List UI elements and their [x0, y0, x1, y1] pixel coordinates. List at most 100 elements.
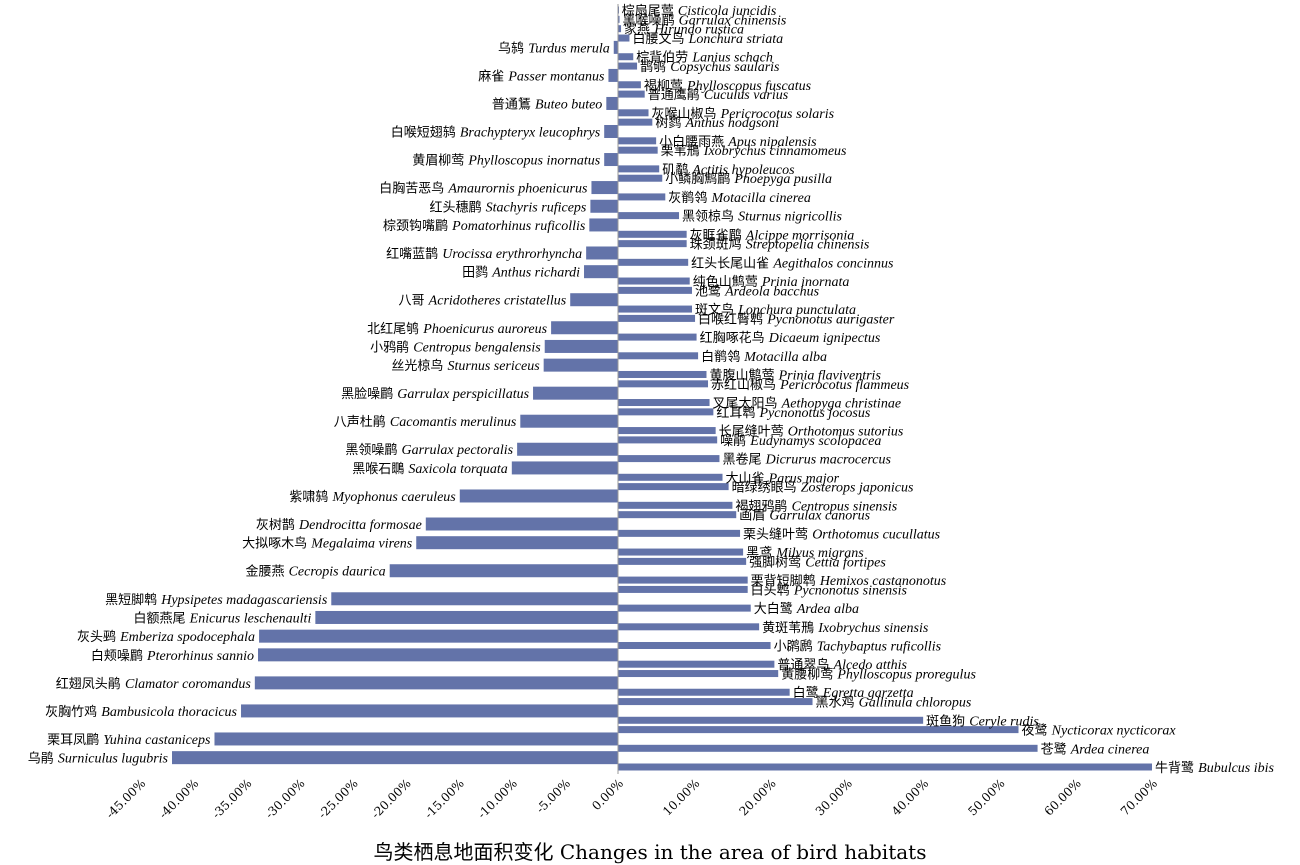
- bar-label: 白额燕尾 Enicurus leschenaulti: [134, 610, 312, 626]
- bar-actitis-hypoleucos: [618, 165, 660, 173]
- bar-label: 栗苇鳽 Ixobrychus cinnamomeus: [661, 144, 847, 159]
- bar-parus-major: [618, 473, 723, 481]
- bar-label: 噪鹃 Eudynamys scolopacea: [720, 433, 881, 449]
- bar-brachypteryx-leucophrys: [604, 124, 618, 138]
- bar-label: 黑水鸡 Gallinula chloropus: [816, 695, 972, 711]
- bar-label: 棕颈钩嘴鹛 Pomatorhinus ruficollis: [383, 218, 586, 234]
- bar-label: 红嘴蓝鹊 Urocissa erythrorhyncha: [386, 246, 582, 262]
- bar-garrulax-perspicillatus: [533, 386, 618, 400]
- bar-label: 树鹨 Anthus hodgsoni: [655, 116, 779, 131]
- bar-pnoepyga-pusilla: [618, 174, 663, 182]
- bar-label: 长尾缝叶莺 Orthotomus sutorius: [719, 425, 904, 440]
- bar-label: 斑文鸟 Lonchura punctulata: [695, 302, 856, 318]
- x-tick-label: -10.00%: [475, 776, 520, 821]
- bar-label: 灰胸竹鸡 Bambusicola thoracicus: [45, 704, 237, 720]
- x-tick-label: -25.00%: [316, 776, 361, 821]
- bar-label: 池鹭 Ardeola bacchus: [695, 283, 820, 299]
- bar-pterorhinus-sannio: [258, 648, 618, 662]
- bar-label: 黑卷尾 Dicrurus macrocercus: [722, 452, 891, 468]
- bar-nycticorax-nycticorax: [618, 726, 1019, 734]
- bar-orthotomus-cucullatus: [618, 529, 741, 537]
- bar-bubulcus-ibis: [618, 763, 1152, 771]
- bar-bambusicola-thoracicus: [241, 704, 618, 718]
- x-tick-label: 20.00%: [736, 776, 778, 818]
- x-ticks-group: -45.00% -40.00% -35.00% -30.00% -25.00% -20.0…: [103, 776, 1160, 821]
- bar-garrulax-canorus: [618, 511, 737, 519]
- bar-milvus-migrans: [618, 548, 744, 556]
- bar-label: 牛背鹭 Bubulcus ibis: [1155, 760, 1275, 776]
- bar-sturnus-sericeus: [543, 358, 618, 372]
- bar-label: 红头长尾山雀 Aegithalos concinnus: [691, 255, 894, 271]
- bar-ceryle-rudis: [618, 716, 924, 724]
- bar-emberiza-spodocephala: [259, 629, 618, 643]
- bar-apus-nipalensis: [618, 137, 657, 145]
- bar-ixobrychus-sinensis: [618, 623, 760, 631]
- x-tick-label: 40.00%: [889, 776, 931, 818]
- bar-label: 白腰文鸟 Lonchura striata: [632, 31, 783, 47]
- x-tick-label: -40.00%: [156, 776, 201, 821]
- bar-dendrocitta-formosae: [425, 517, 618, 531]
- bar-streptopelia-chinensis: [618, 240, 687, 248]
- bar-label: 苍鹭 Ardea cinerea: [1041, 741, 1150, 757]
- bar-label: 褐柳莺 Phylloscopus fuscatus: [644, 79, 812, 94]
- bar-label: 赤红山椒鸟 Pericrocotus flammeus: [711, 377, 910, 393]
- bar-label: 黑鸢 Milvus migrans: [746, 546, 864, 561]
- bar-label: 斑鱼狗 Ceryle rudis: [926, 713, 1039, 729]
- bar-label: 暗绿绣眼鸟 Zosterops japonicus: [732, 480, 914, 496]
- bar-label: 黄眉柳莺 Phylloscopus inornatus: [412, 154, 601, 169]
- x-tick-label: 50.00%: [965, 776, 1007, 818]
- bar-lonchura-punctulata: [618, 305, 692, 313]
- bar-saxicola-torquata: [511, 461, 618, 475]
- bar-cettia-fortipes: [618, 557, 747, 565]
- bar-label: 白颊噪鹛 Pterorhinus sannio: [91, 648, 254, 664]
- bar-lanius-schach: [618, 53, 634, 61]
- bar-label: 黄腹山鹪莺 Prinia flaviventris: [709, 367, 881, 383]
- bar-dicrurus-macrocercus: [618, 455, 720, 463]
- bar-label: 白鹭 Egretta garzetta: [793, 685, 914, 701]
- bar-label: 大山雀 Parus major: [726, 471, 840, 486]
- bar-orthotomus-sutorius: [618, 427, 716, 435]
- bar-label: 灰喉山椒鸟 Pericrocotus solaris: [652, 106, 835, 122]
- bar-hirundo-rustica: [618, 25, 622, 33]
- bar-label: 田鹨 Anthus richardi: [462, 266, 580, 281]
- bar-label: 乌鸫 Turdus merula: [498, 40, 610, 56]
- bar-label: 栗背短脚鹎 Hemixos castanonotus: [751, 573, 947, 589]
- bar-label: 大白鹭 Ardea alba: [754, 601, 859, 617]
- bar-phylloscopus-fuscatus: [618, 81, 641, 89]
- bar-phoenicurus-auroreus: [551, 321, 618, 335]
- bar-label: 强脚树莺 Cettia fortipes: [749, 554, 886, 570]
- bar-pycnonotus-sinensis: [618, 585, 748, 593]
- bar-label: 黑脸噪鹛 Garrulax perspicillatus: [341, 386, 530, 402]
- bar-label: 麻雀 Passer montanus: [478, 69, 605, 84]
- bar-phylloscopus-proregulus: [618, 670, 779, 678]
- x-tick-label: 30.00%: [813, 776, 855, 818]
- bar-motacilla-alba: [618, 352, 699, 360]
- bar-label: 矶鹬 Actitis hypoleucos: [662, 162, 795, 178]
- bar-label: 红胸啄花鸟 Dicaeum ignipectus: [700, 330, 881, 346]
- bar-label: 灰头鹀 Emberiza spodocephala: [77, 629, 255, 645]
- x-tick-label: -15.00%: [422, 776, 467, 821]
- bars-group: [172, 6, 1152, 771]
- bar-centropus-sinensis: [618, 501, 733, 509]
- bar-label: 珠颈斑鸠 Streptopelia chinensis: [690, 237, 870, 253]
- bar-prinia-flaviventris: [618, 370, 707, 378]
- bar-garrulax-chinensis: [618, 15, 620, 23]
- bar-alcedo-atthis: [618, 660, 775, 668]
- bar-label: 小䴙䴘 Tachybaptus ruficollis: [774, 639, 942, 655]
- bar-garrulax-pectoralis: [517, 442, 618, 456]
- bar-enicurus-leschenaulti: [315, 610, 618, 624]
- bar-label: 小白腰雨燕 Apus nipalensis: [659, 134, 817, 150]
- bar-stachyris-ruficeps: [590, 199, 618, 213]
- x-tick-label: -5.00%: [533, 776, 573, 816]
- bar-ardeola-bacchus: [618, 286, 692, 294]
- bar-anthus-richardi: [584, 265, 618, 279]
- bar-passer-montanus: [608, 68, 618, 82]
- x-tick-label: -30.00%: [262, 776, 307, 821]
- bar-cacomantis-merulinus: [520, 414, 618, 428]
- bar-label: 黄斑苇鳽 Ixobrychus sinensis: [762, 621, 929, 636]
- bar-label: 普通鵟 Buteo buteo: [492, 96, 602, 112]
- bar-label: 丝光椋鸟 Sturnus sericeus: [391, 358, 540, 374]
- bar-turdus-merula: [613, 40, 618, 54]
